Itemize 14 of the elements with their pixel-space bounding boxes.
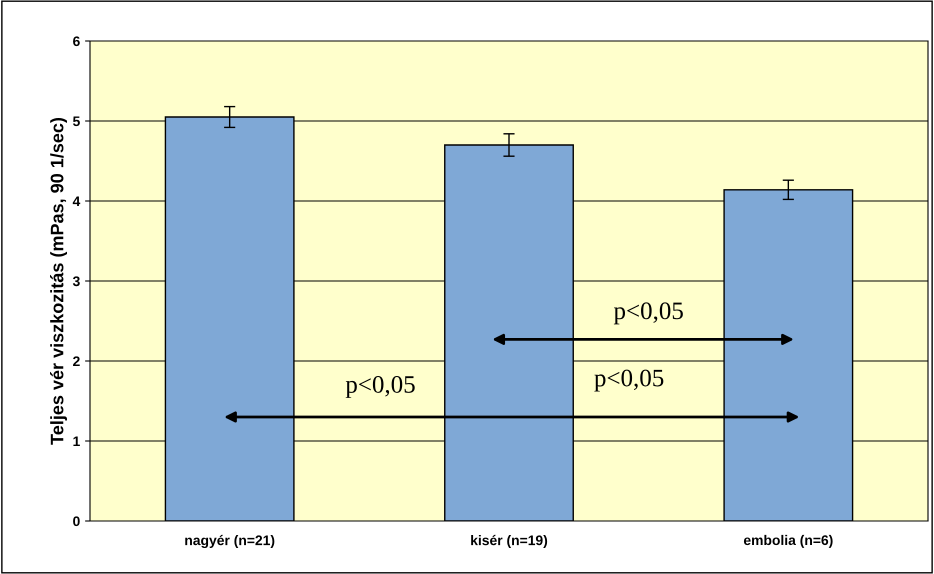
- y-tick-label: 1: [73, 436, 80, 446]
- x-tick-label: nagyér (n=21): [185, 534, 274, 548]
- y-tick-label: 0: [73, 516, 80, 526]
- y-tick-label: 4: [72, 196, 80, 206]
- y-tick-label: 2: [73, 356, 80, 366]
- annotation: p<0,05: [594, 370, 664, 392]
- x-tick-label: kisér (n=19): [471, 534, 548, 548]
- annotation: p<0,05: [614, 302, 683, 324]
- y-tick-label: 3: [72, 276, 80, 286]
- y-axis-title: Teljes vér viszkozitás (mPas, 90 1/sec): [50, 118, 67, 445]
- y-tick-label: 5: [72, 116, 80, 126]
- y-tick-label: 6: [73, 36, 80, 46]
- x-tick-label: embolia (n=6): [744, 534, 833, 548]
- annotation: p<0,05: [346, 376, 415, 398]
